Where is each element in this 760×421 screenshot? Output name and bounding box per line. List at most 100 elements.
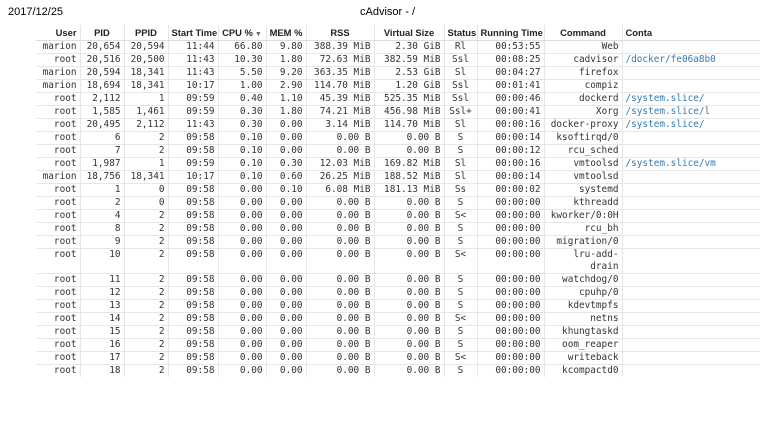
column-header-mem[interactable]: MEM % <box>265 25 306 41</box>
cell-cmd: compiz <box>543 79 622 93</box>
sort-desc-icon[interactable]: ▼ <box>254 31 262 38</box>
cell-ppid: 1,461 <box>123 105 168 119</box>
container-link[interactable]: /system.slice/l <box>625 106 711 118</box>
column-header-vsz[interactable]: Virtual Size <box>373 25 444 41</box>
cell-status: S< <box>443 209 477 223</box>
cell-vsz: 181.13 MiB <box>373 183 444 197</box>
cell-rss: 0.00 B <box>305 325 374 339</box>
cell-pid: 7 <box>79 144 124 158</box>
cell-user: root <box>36 351 80 365</box>
table-row[interactable]: root 10 2 09:58 0.00 0.00 0.00 B 0.00 B S< 00:00:… <box>36 248 760 274</box>
table-row[interactable]: root 4 2 09:58 0.00 0.00 0.00 B 0.00 B S< 00:00:0… <box>36 209 760 223</box>
column-header-pid[interactable]: PID <box>79 25 124 41</box>
table-row[interactable]: root 1,585 1,461 09:59 0.30 1.80 74.21 MiB 456.… <box>36 105 760 119</box>
cell-user: root <box>36 144 80 158</box>
container-link[interactable]: /system.slice/vm <box>625 158 716 170</box>
cell-cpu: 0.00 <box>217 364 266 377</box>
column-header-ppid[interactable]: PPID <box>123 25 168 41</box>
cell-start: 11:43 <box>167 118 218 132</box>
cell-rss: 0.00 B <box>305 131 374 145</box>
cell-status: S <box>443 235 477 249</box>
cell-rss: 74.21 MiB <box>305 105 374 119</box>
cell-status: S <box>443 196 477 210</box>
cell-start: 09:59 <box>167 92 218 106</box>
column-header-rss[interactable]: RSS <box>305 25 374 41</box>
column-header-cpu[interactable]: CPU % ▼ <box>217 25 266 41</box>
table-row[interactable]: root 20,516 20,500 11:43 10.30 1.80 72.63 MiB 3… <box>36 53 760 67</box>
table-row[interactable]: root 2 0 09:58 0.00 0.00 0.00 B 0.00 B S 00:00:00… <box>36 196 760 210</box>
cell-cmd: Web <box>543 40 622 54</box>
column-header-status[interactable]: Status <box>443 25 477 41</box>
column-header-user[interactable]: User <box>36 25 80 41</box>
container-link[interactable]: /system.slice/ <box>625 119 705 131</box>
cell-ppid: 0 <box>123 196 168 210</box>
column-header-cmd[interactable]: Command <box>543 25 622 41</box>
table-row[interactable]: root 13 2 09:58 0.00 0.00 0.00 B 0.00 B S 00:00:0… <box>36 299 760 313</box>
cell-ppid: 2 <box>123 325 168 339</box>
table-row[interactable]: root 7 2 09:58 0.10 0.00 0.00 B 0.00 B S 00:00:12… <box>36 144 760 158</box>
cell-container <box>621 338 760 352</box>
column-header-running[interactable]: Running Time <box>476 25 544 41</box>
cell-cpu: 0.00 <box>217 183 266 197</box>
cell-mem: 0.00 <box>265 196 306 210</box>
cell-cmd: vmtoolsd <box>543 157 622 171</box>
cell-cmd: kthreadd <box>543 196 622 210</box>
page-title: cAdvisor - / <box>360 6 416 18</box>
column-header-start[interactable]: Start Time <box>167 25 218 41</box>
cell-start: 09:58 <box>167 364 218 377</box>
cell-ppid: 18,341 <box>123 170 168 184</box>
table-row[interactable]: root 12 2 09:58 0.00 0.00 0.00 B 0.00 B S 00:00:0… <box>36 286 760 300</box>
cell-start: 11:43 <box>167 53 218 67</box>
table-row[interactable]: root 11 2 09:58 0.00 0.00 0.00 B 0.00 B S 00:00:0… <box>36 273 760 287</box>
cell-cmd: docker-proxy <box>543 118 622 132</box>
cell-cpu: 0.00 <box>217 299 266 313</box>
cell-rss: 388.39 MiB <box>305 40 374 54</box>
cell-ppid: 0 <box>123 183 168 197</box>
cell-rss: 363.35 MiB <box>305 66 374 80</box>
cell-vsz: 114.70 MiB <box>373 118 444 132</box>
cell-user: root <box>36 273 80 287</box>
table-row[interactable]: root 1,987 1 09:59 0.10 0.30 12.03 MiB 169.82 M… <box>36 157 760 171</box>
cell-running: 00:00:02 <box>476 183 544 197</box>
table-row[interactable]: root 18 2 09:58 0.00 0.00 0.00 B 0.00 B S 00:00:0… <box>36 364 760 377</box>
cell-running: 00:00:12 <box>476 144 544 158</box>
column-header-label: Conta <box>625 27 653 38</box>
table-row[interactable]: root 14 2 09:58 0.00 0.00 0.00 B 0.00 B S< 00:00:… <box>36 312 760 326</box>
table-row[interactable]: marion 18,756 18,341 10:17 0.10 0.60 26.25 MiB… <box>36 170 760 184</box>
cell-pid: 12 <box>79 286 124 300</box>
print-header: 2017/12/25 cAdvisor - / <box>0 0 760 22</box>
cell-container <box>621 364 760 377</box>
table-row[interactable]: root 2,112 1 09:59 0.40 1.10 45.39 MiB 525.35 M… <box>36 92 760 106</box>
table-row[interactable]: root 6 2 09:58 0.10 0.00 0.00 B 0.00 B S 00:00:14… <box>36 131 760 145</box>
cell-cpu: 0.00 <box>217 196 266 210</box>
table-row[interactable]: marion 20,654 20,594 11:44 66.80 9.80 388.39 M… <box>36 40 760 54</box>
table-row[interactable]: root 8 2 09:58 0.00 0.00 0.00 B 0.00 B S 00:00:00… <box>36 222 760 236</box>
cell-pid: 2,112 <box>79 92 124 106</box>
table-row[interactable]: root 1 0 09:58 0.00 0.10 6.08 MiB 181.13 MiB Ss 0… <box>36 183 760 197</box>
cell-container <box>621 248 760 274</box>
cell-user: root <box>36 131 80 145</box>
cell-pid: 17 <box>79 351 124 365</box>
cell-status: S <box>443 273 477 287</box>
table-row[interactable]: root 9 2 09:58 0.00 0.00 0.00 B 0.00 B S 00:00:00… <box>36 235 760 249</box>
cell-ppid: 2 <box>123 222 168 236</box>
table-row[interactable]: marion 20,594 18,341 11:43 5.50 9.20 363.35 Mi… <box>36 66 760 80</box>
table-row[interactable]: root 15 2 09:58 0.00 0.00 0.00 B 0.00 B S 00:00:0… <box>36 325 760 339</box>
container-link[interactable]: /system.slice/ <box>625 93 705 105</box>
cell-ppid: 2 <box>123 273 168 287</box>
table-row[interactable]: root 16 2 09:58 0.00 0.00 0.00 B 0.00 B S 00:00:0… <box>36 338 760 352</box>
cell-running: 00:53:55 <box>476 40 544 54</box>
print-date: 2017/12/25 <box>8 6 64 18</box>
column-header-container[interactable]: Conta <box>621 25 760 41</box>
table-row[interactable]: marion 18,694 18,341 10:17 1.00 2.90 114.70 Mi… <box>36 79 760 93</box>
cell-ppid: 2 <box>123 351 168 365</box>
container-link[interactable]: /docker/fe06a8b0 <box>625 54 716 66</box>
column-header-label: Command <box>560 27 606 38</box>
cell-start: 09:58 <box>167 131 218 145</box>
cell-mem: 0.00 <box>265 118 306 132</box>
cell-vsz: 0.00 B <box>373 144 444 158</box>
cell-rss: 26.25 MiB <box>305 170 374 184</box>
cell-start: 10:17 <box>167 170 218 184</box>
table-row[interactable]: root 20,495 2,112 11:43 0.30 0.00 3.14 MiB 114.… <box>36 118 760 132</box>
table-row[interactable]: root 17 2 09:58 0.00 0.00 0.00 B 0.00 B S< 00:00:… <box>36 351 760 365</box>
